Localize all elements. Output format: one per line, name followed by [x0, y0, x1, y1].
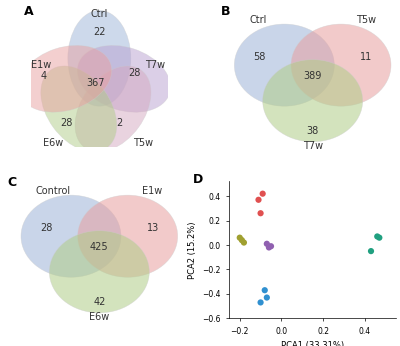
- Ctrl: [257, 210, 264, 216]
- Ellipse shape: [291, 24, 391, 106]
- E6w: [368, 248, 374, 254]
- T5w: [264, 295, 270, 300]
- Text: 11: 11: [360, 52, 372, 62]
- Y-axis label: PCA2 (15.2%): PCA2 (15.2%): [188, 221, 197, 279]
- Text: 22: 22: [93, 27, 106, 37]
- Ctrl: [260, 191, 266, 197]
- Text: 42: 42: [93, 297, 106, 307]
- Ellipse shape: [78, 195, 178, 277]
- Text: 2: 2: [117, 118, 123, 128]
- X-axis label: PCA1 (33.31%): PCA1 (33.31%): [281, 341, 344, 346]
- Text: 28: 28: [40, 223, 52, 233]
- E6w: [376, 235, 382, 240]
- Ellipse shape: [77, 45, 170, 112]
- Ellipse shape: [75, 66, 151, 152]
- T7w: [268, 244, 274, 249]
- Text: T5w: T5w: [133, 138, 153, 148]
- Text: Control: Control: [36, 186, 71, 196]
- E1w: [236, 235, 243, 240]
- Text: T7w: T7w: [303, 141, 323, 151]
- Text: 13: 13: [146, 223, 159, 233]
- Ellipse shape: [234, 24, 334, 106]
- E1w: [241, 240, 247, 245]
- Text: B: B: [221, 5, 230, 18]
- Text: E6w: E6w: [89, 312, 110, 322]
- Text: 389: 389: [304, 71, 322, 81]
- Text: 38: 38: [306, 126, 319, 136]
- Ellipse shape: [18, 45, 112, 112]
- Text: D: D: [193, 173, 203, 186]
- Text: C: C: [8, 176, 17, 189]
- Text: 28: 28: [129, 69, 141, 78]
- Text: A: A: [24, 5, 34, 18]
- Text: E1w: E1w: [142, 186, 163, 196]
- Ellipse shape: [263, 60, 363, 142]
- T7w: [266, 245, 272, 250]
- E6w: [374, 234, 380, 239]
- Ellipse shape: [21, 195, 121, 277]
- Text: 425: 425: [90, 242, 109, 252]
- Text: Ctrl: Ctrl: [91, 9, 108, 19]
- Text: T5w: T5w: [356, 15, 376, 25]
- Text: 28: 28: [60, 118, 73, 128]
- Ellipse shape: [41, 66, 117, 152]
- Text: 4: 4: [40, 71, 46, 81]
- Text: 58: 58: [253, 52, 266, 62]
- Text: E6w: E6w: [43, 138, 63, 148]
- Ctrl: [255, 197, 262, 202]
- T7w: [264, 241, 270, 247]
- Ellipse shape: [49, 231, 149, 313]
- Text: 367: 367: [86, 78, 104, 88]
- T5w: [262, 288, 268, 293]
- Text: T7w: T7w: [145, 60, 165, 70]
- E1w: [239, 237, 245, 243]
- Text: E1w: E1w: [31, 60, 51, 70]
- Text: Ctrl: Ctrl: [249, 15, 267, 25]
- Ellipse shape: [68, 10, 131, 106]
- T5w: [257, 300, 264, 305]
